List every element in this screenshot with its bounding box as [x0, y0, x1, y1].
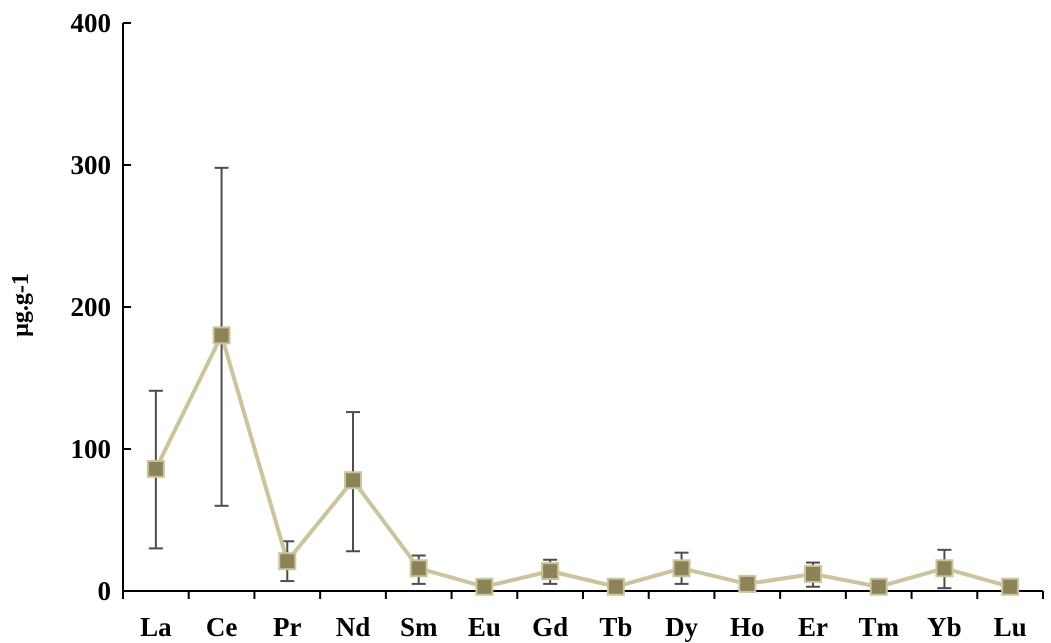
x-tick-label: Er [798, 612, 828, 642]
x-tick-label: Sm [400, 612, 438, 642]
data-point-marker [606, 577, 625, 596]
data-point-marker [1001, 577, 1020, 596]
data-point-marker [869, 577, 888, 596]
tick-labels: 0 100 200 300 400 La Ce Pr Nd Sm Eu Gd Tb Dy Ho Er Tm Yb L… [71, 8, 1027, 642]
x-tick-label: Yb [927, 612, 962, 642]
series-line [154, 333, 1011, 589]
data-point-marker [935, 559, 954, 578]
chart-axes [122, 22, 1044, 599]
x-tick-label: Lu [994, 612, 1027, 642]
data-point-marker [804, 564, 822, 583]
x-tick-label: Ho [730, 612, 765, 642]
x-tick-label: Pr [273, 612, 301, 642]
y-axis-label: µg.g-1 [8, 273, 34, 337]
data-point-marker [278, 552, 297, 571]
y-tick-label: 0 [98, 576, 112, 606]
data-point-marker [212, 326, 231, 345]
data-point-marker [738, 574, 757, 593]
data-point-marker [344, 471, 362, 490]
x-tick-label: Eu [468, 612, 501, 642]
data-point-marker [146, 459, 165, 478]
x-tick-label: Tm [858, 612, 899, 642]
y-tick-label: 200 [71, 292, 112, 322]
x-tick-label: Gd [532, 612, 568, 642]
data-point-marker [541, 562, 560, 581]
data-point-marker [475, 577, 494, 596]
y-tick-label: 100 [71, 434, 112, 464]
data-point-marker [672, 559, 691, 578]
data-point-marker [409, 559, 428, 578]
y-tick-label: 300 [71, 150, 112, 180]
error-bars [148, 166, 1018, 590]
y-tick-label: 400 [71, 8, 112, 38]
x-tick-label: La [140, 612, 172, 642]
x-tick-label: Tb [599, 612, 632, 642]
x-tick-label: Nd [336, 612, 371, 642]
data-series [146, 326, 1020, 596]
x-tick-label: Ce [206, 612, 237, 642]
x-tick-label: Dy [665, 612, 698, 642]
